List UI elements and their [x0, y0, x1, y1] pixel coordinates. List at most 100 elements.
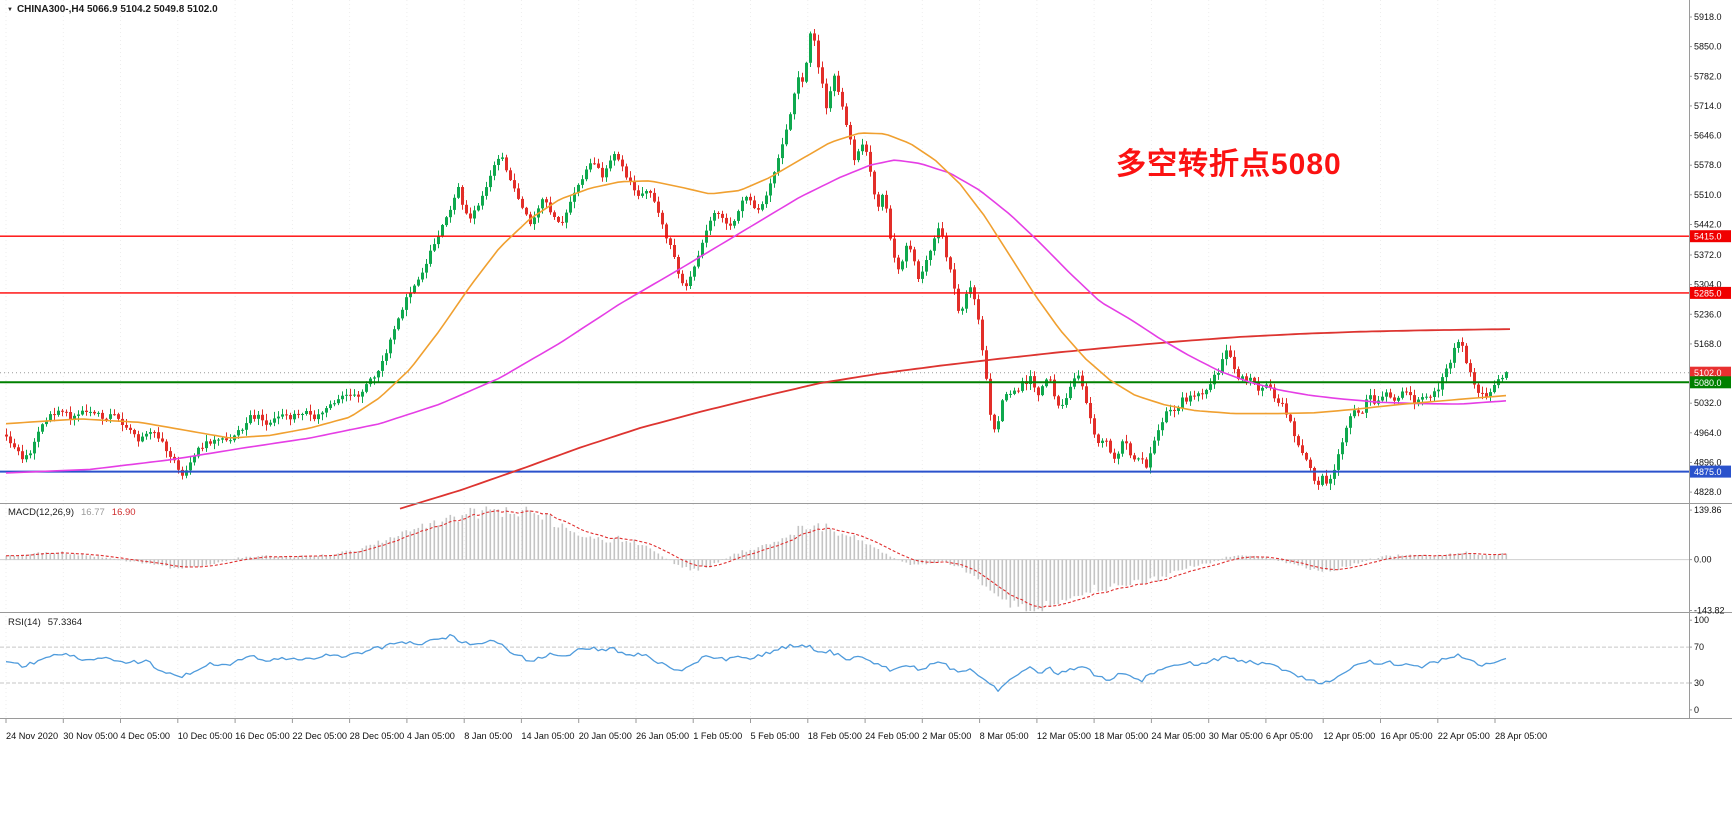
candle-body	[757, 208, 760, 210]
macd-histogram-bar	[1385, 555, 1388, 560]
candle-body	[129, 427, 132, 430]
macd-histogram-bar	[349, 550, 352, 560]
macd-histogram-bar	[1269, 558, 1272, 560]
macd-histogram-bar	[1497, 554, 1500, 560]
macd-histogram-bar	[1193, 559, 1196, 567]
time-axis[interactable]: 24 Nov 2020 30 Nov 05:00 4 Dec 05:00 10 Dec…	[5, 718, 1547, 742]
annotation-text[interactable]: 多空转折点5080	[1116, 148, 1342, 181]
price-tag-5415.0	[1690, 230, 1731, 243]
macd-histogram-bar	[561, 523, 564, 560]
macd-histogram-bar	[225, 559, 228, 562]
macd-histogram-bar	[1217, 559, 1220, 561]
macd-histogram-bar	[845, 535, 848, 560]
macd-histogram-bar	[1273, 559, 1276, 561]
macd-histogram-bar	[1321, 559, 1324, 572]
macd-histogram-bar	[1433, 556, 1436, 560]
macd-histogram-bar	[1029, 559, 1032, 611]
price-tag-label: 5102.0	[1694, 368, 1722, 378]
macd-histogram-bar	[273, 557, 276, 560]
candle-body	[225, 438, 228, 441]
candle-body	[1145, 459, 1148, 468]
macd-histogram-bar	[25, 554, 28, 560]
macd-histogram-bar	[297, 556, 300, 560]
macd-histogram-bar	[865, 544, 868, 560]
candle-body	[413, 285, 416, 293]
candle-body	[1329, 478, 1332, 484]
price-scale-label: 5646.0	[1694, 131, 1722, 141]
candle-body	[149, 432, 152, 434]
candle-body	[401, 309, 404, 319]
macd-histogram-bar	[513, 513, 516, 560]
macd-histogram-bar	[1333, 559, 1336, 571]
macd-histogram-bar	[1121, 559, 1124, 586]
macd-histogram-bar	[961, 559, 964, 568]
candle-body	[61, 410, 64, 412]
candle-body	[645, 191, 648, 194]
macd-histogram-bar	[949, 559, 952, 565]
candle-body	[649, 191, 652, 193]
candle-body	[1229, 350, 1232, 357]
candle-body	[1257, 381, 1260, 391]
macd-histogram-bar	[117, 559, 120, 561]
macd-histogram-bar	[633, 539, 636, 560]
macd-histogram-bar	[161, 559, 164, 566]
candle-body	[1205, 389, 1208, 395]
macd-histogram-bar	[749, 549, 752, 560]
candle-body	[349, 394, 352, 396]
candle-body	[25, 455, 28, 460]
candle-body	[1121, 441, 1124, 454]
macd-histogram-bar	[981, 559, 984, 586]
macd-histogram-bar	[825, 523, 828, 560]
macd-histogram-bar	[1261, 557, 1264, 560]
candle-body	[633, 181, 636, 191]
candle-body	[237, 430, 240, 436]
macd-histogram-bar	[1453, 554, 1456, 560]
macd-histogram-bar	[1365, 559, 1368, 561]
candle-body	[1181, 397, 1184, 408]
macd-histogram-bar	[873, 547, 876, 560]
macd-histogram-bar	[1289, 559, 1292, 564]
candle-body	[701, 242, 704, 256]
macd-histogram-bar	[1201, 559, 1204, 564]
candle-body	[621, 159, 624, 167]
macd-histogram-bar	[917, 559, 920, 565]
rsi-indicator-label: RSI(14) 57.3364	[8, 617, 82, 628]
candle-body	[21, 451, 24, 460]
candle-body	[897, 257, 900, 270]
macd-histogram-bar	[685, 559, 688, 567]
candle-body	[1173, 409, 1176, 411]
candles-layer[interactable]	[5, 29, 1508, 490]
macd-histogram-bar	[1341, 559, 1344, 567]
macd-histogram-bar	[849, 536, 852, 560]
price-axis[interactable]: 5918.0 5850.0 5782.0 5714.0 5646.0 5578.0 5510…	[1689, 12, 1731, 715]
candle-body	[1301, 445, 1304, 453]
macd-histogram-bar	[1169, 559, 1172, 574]
macd-histogram-bar	[585, 537, 588, 560]
price-scale-label: 5782.0	[1694, 71, 1722, 81]
candle-body	[157, 432, 160, 439]
candle-body	[113, 414, 116, 416]
macd-label-name: MACD(12,26,9)	[8, 507, 74, 518]
macd-histogram-bar	[1153, 559, 1156, 577]
macd-histogram-bar	[45, 552, 48, 560]
candle-body	[961, 308, 964, 311]
macd-histogram-bar	[245, 556, 248, 560]
candle-body	[1189, 395, 1192, 402]
candle-body	[489, 175, 492, 188]
macd-histogram-bar	[1277, 559, 1280, 561]
macd-histogram-bar	[157, 559, 160, 565]
candle-body	[913, 249, 916, 262]
candle-body	[145, 433, 148, 437]
macd-histogram-bar	[153, 559, 156, 565]
candle-body	[953, 269, 956, 289]
candle-body	[1061, 404, 1064, 406]
macd-histogram-bar	[733, 553, 736, 560]
macd-histogram-bar	[345, 550, 348, 560]
candle-body	[1293, 421, 1296, 437]
candle-body	[457, 187, 460, 198]
macd-histogram-bar	[37, 552, 40, 560]
macd-histogram-bar	[209, 559, 212, 565]
candle-body	[409, 292, 412, 298]
candle-body	[585, 169, 588, 180]
